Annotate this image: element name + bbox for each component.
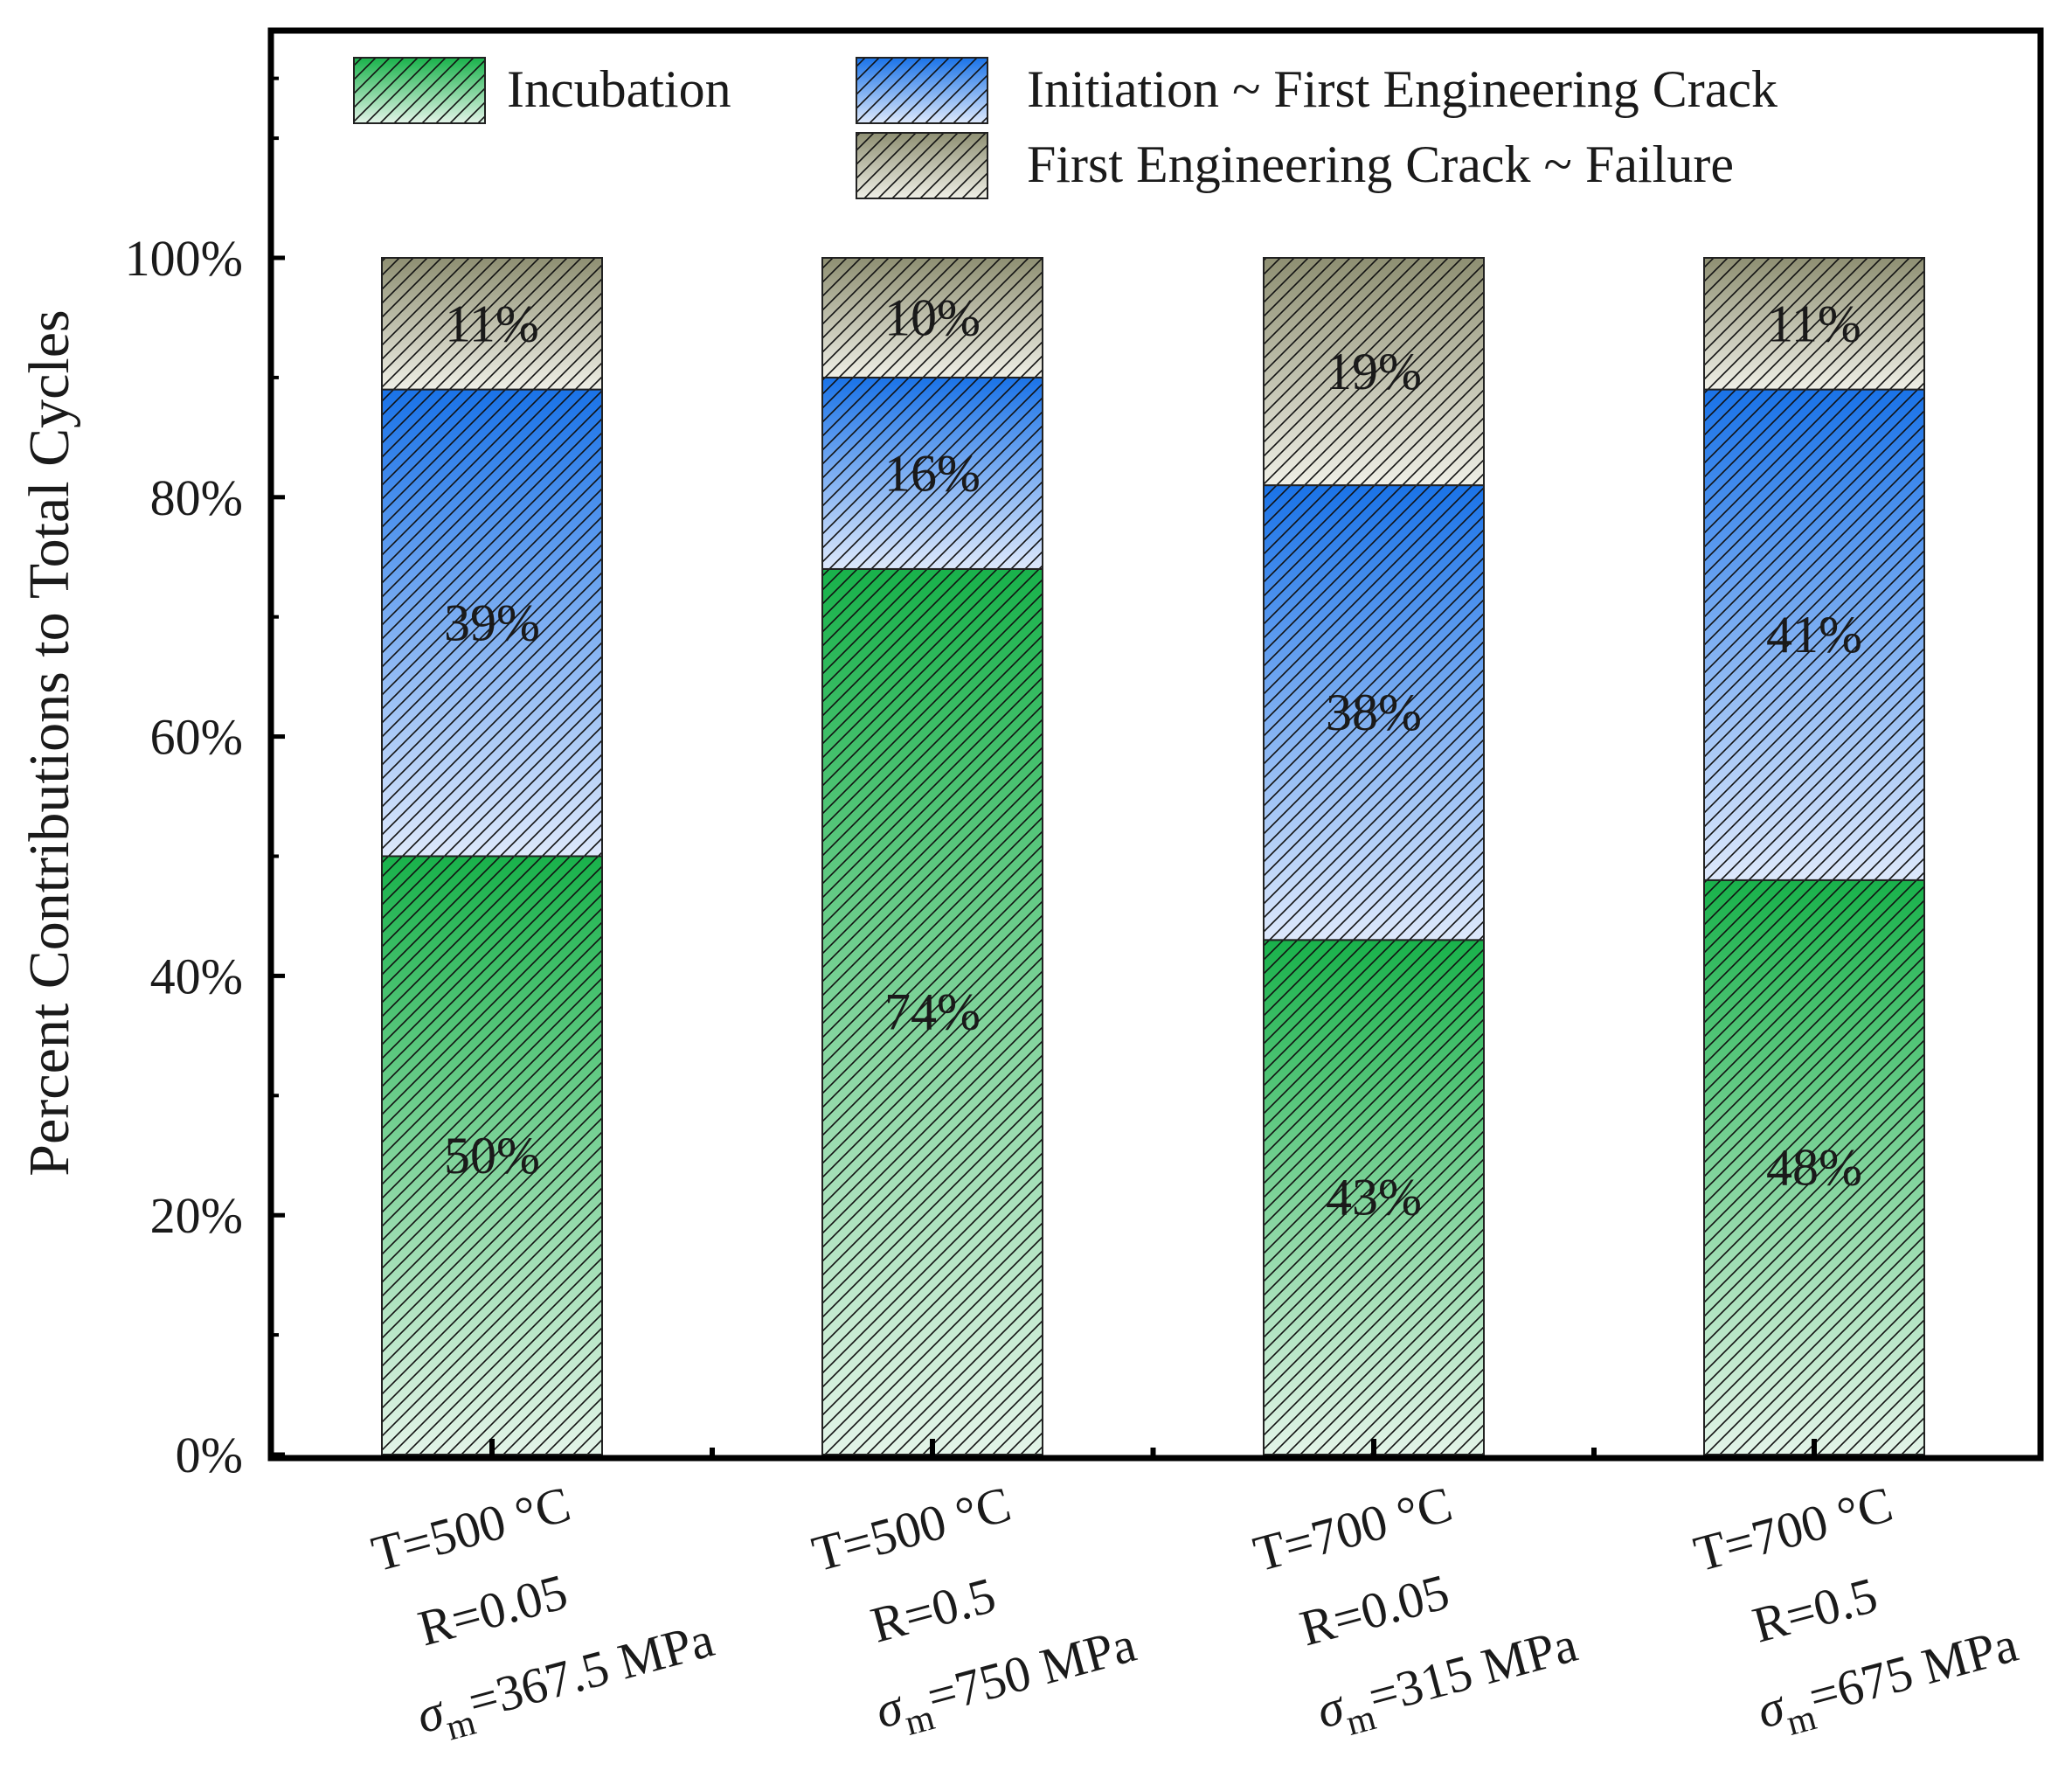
- axis-layer: 0% 20% 40% 60% 80% 100%: [125, 76, 1817, 1483]
- bars-layer: 50% 39% 11% 74% 16% 10% 43% 38% 19% 48% 41% 11%: [381, 257, 1925, 1455]
- legend-swatch-hatch-3: [856, 132, 988, 199]
- y-tick-label: 20%: [150, 1187, 243, 1244]
- data-label: 74%: [884, 983, 981, 1040]
- y-tick-label: 60%: [150, 709, 243, 766]
- bar-hatch-2-cat-4: [1703, 388, 1925, 881]
- category-line-ratio: R=0.05: [1294, 1563, 1455, 1657]
- bar-hatch-2-cat-2: [821, 376, 1043, 570]
- legend-swatch-hatch-2: [856, 57, 988, 124]
- legend-label-1: Incubation: [507, 60, 731, 118]
- data-label: 16%: [884, 444, 981, 502]
- bar-hatch-1-cat-1: [381, 855, 603, 1455]
- bar-hatch-3-cat-4: [1703, 257, 1925, 391]
- category-line-ratio: R=0.5: [1747, 1566, 1883, 1654]
- data-label: 39%: [444, 594, 540, 652]
- data-label: 19%: [1326, 343, 1422, 400]
- y-axis-title: Percent Contributions to Total Cycles: [17, 309, 81, 1176]
- category-line-ratio: R=0.5: [865, 1566, 1001, 1654]
- legend-label-2: Initiation ~ First Engineering Crack: [1027, 60, 1777, 118]
- bar-hatch-3-cat-1: [381, 257, 603, 391]
- legend-swatch-hatch-1: [353, 57, 486, 124]
- data-label: 50%: [444, 1127, 540, 1184]
- data-label: 41%: [1766, 606, 1862, 663]
- category-label-2: T=500 °CR=0.5σm=750 MPa: [807, 1476, 1142, 1744]
- y-tick-label: 80%: [150, 469, 243, 526]
- y-tick-label: 40%: [150, 948, 243, 1004]
- bar-hatch-3-cat-3: [1263, 257, 1485, 487]
- bar-hatch-1-cat-4: [1703, 879, 1925, 1455]
- data-label: 11%: [1767, 295, 1861, 352]
- bar-hatch-1-cat-3: [1263, 939, 1485, 1455]
- category-line-ratio: R=0.05: [412, 1563, 573, 1657]
- data-label: 43%: [1326, 1169, 1422, 1226]
- data-label: 11%: [445, 295, 539, 352]
- bar-hatch-2-cat-3: [1263, 484, 1485, 941]
- bar-hatch-3-cat-2: [821, 257, 1043, 379]
- data-label: 38%: [1326, 684, 1422, 741]
- data-label: 10%: [884, 288, 981, 346]
- y-tick-label: 0%: [176, 1427, 243, 1483]
- legend-label-3: First Engineering Crack ~ Failure: [1027, 135, 1734, 193]
- y-tick-label: 100%: [125, 230, 243, 287]
- data-label: 48%: [1766, 1138, 1862, 1196]
- legend: Incubation Initiation ~ First Engineering…: [353, 57, 1777, 199]
- bar-hatch-2-cat-1: [381, 388, 603, 858]
- category-label-4: T=700 °CR=0.5σm=675 MPa: [1688, 1476, 2024, 1744]
